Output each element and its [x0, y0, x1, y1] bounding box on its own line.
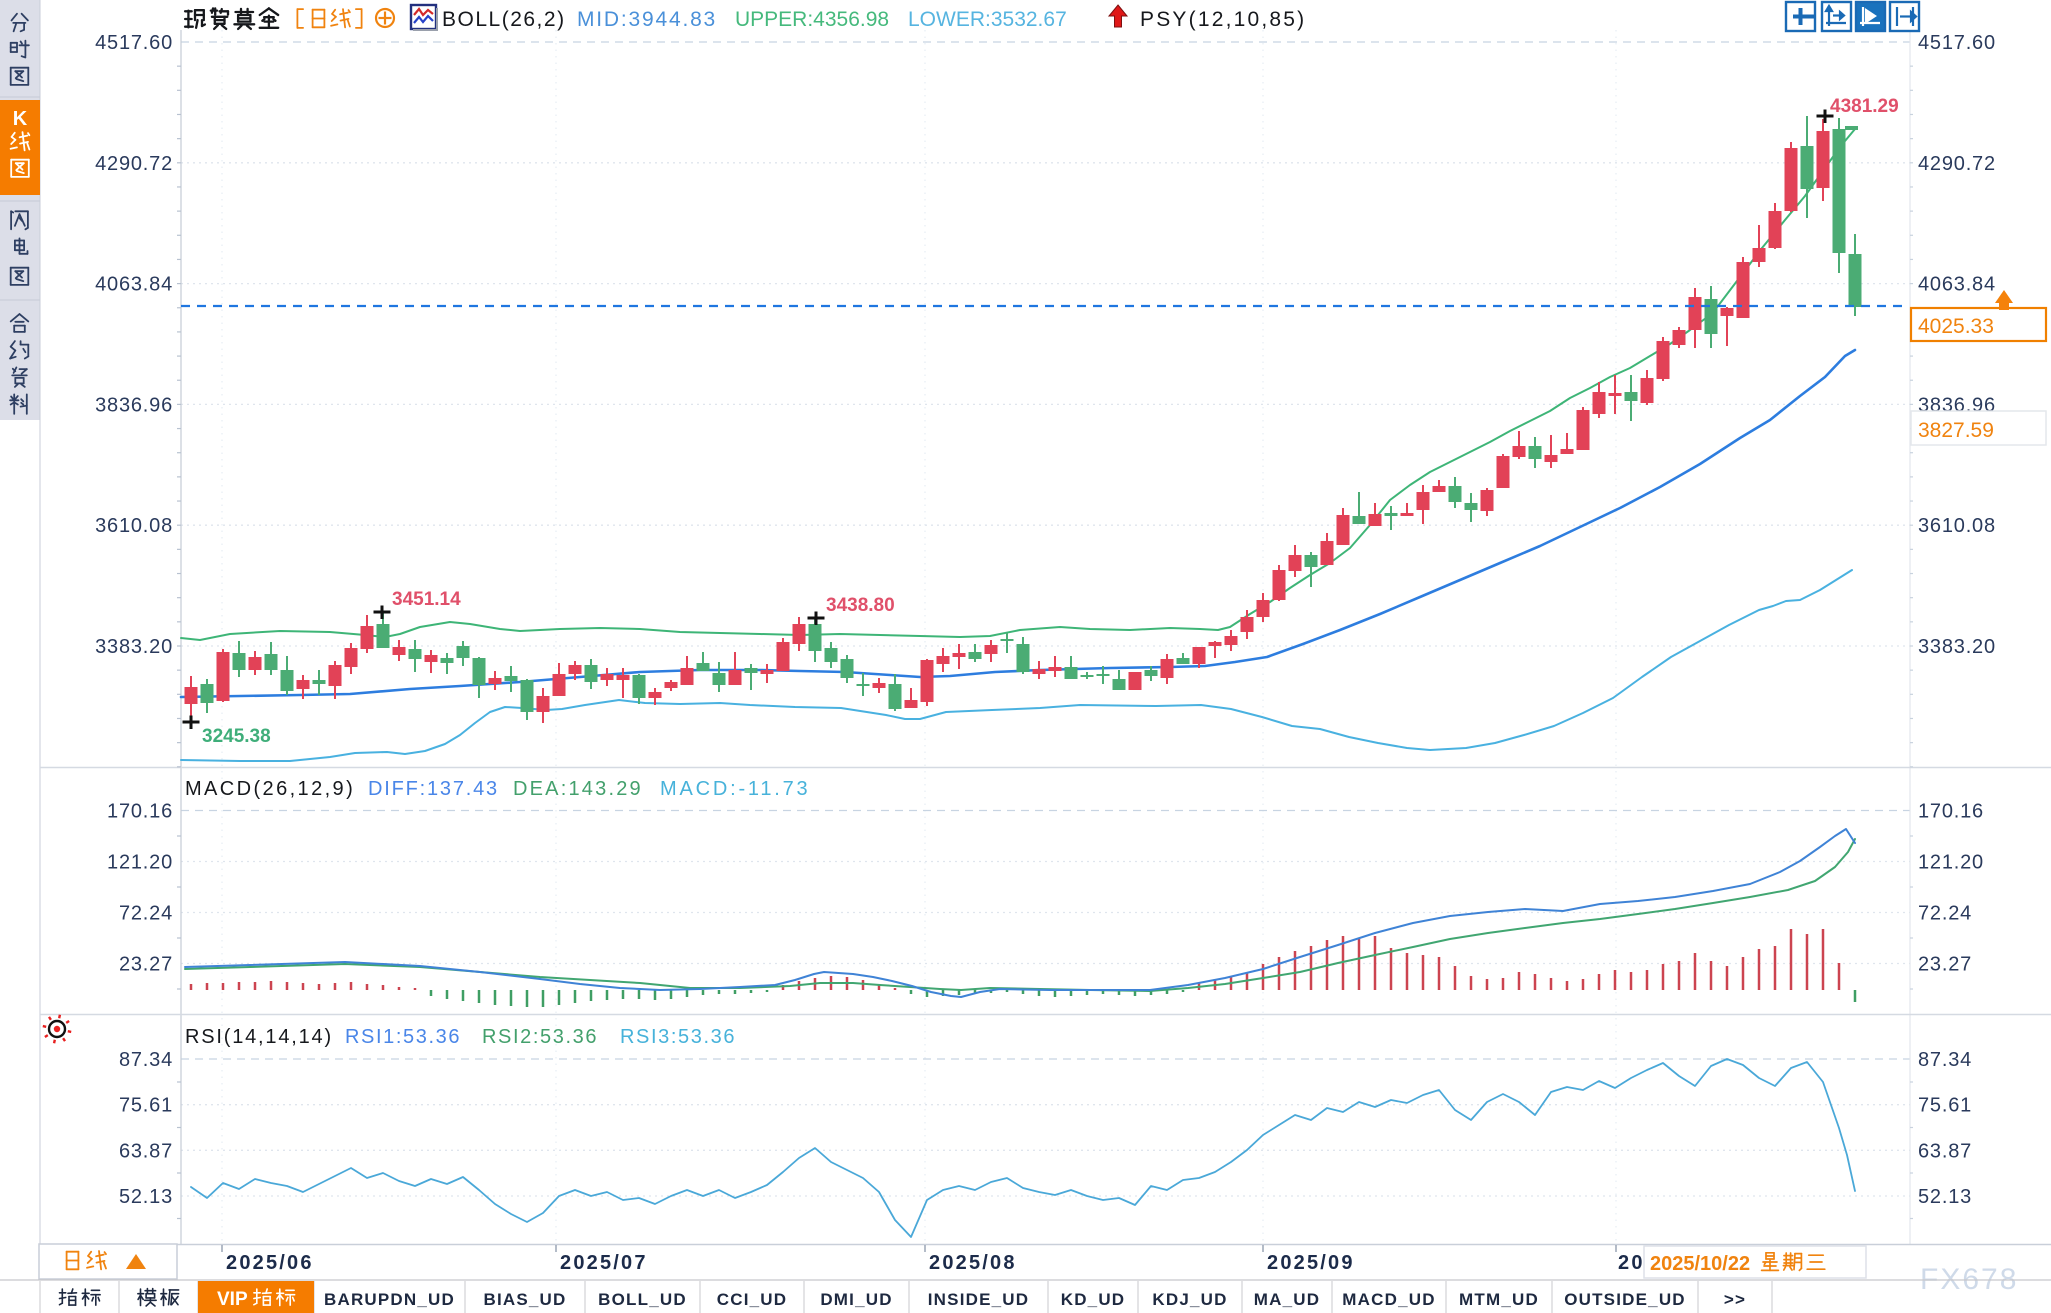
svg-text:3438.80: 3438.80 — [826, 595, 895, 616]
svg-text:BOLL_UD: BOLL_UD — [598, 1290, 687, 1309]
svg-text:4517.60: 4517.60 — [1918, 32, 1996, 54]
svg-text:OUTSIDE_UD: OUTSIDE_UD — [1564, 1290, 1686, 1309]
svg-text:121.20: 121.20 — [1918, 852, 1984, 874]
svg-text:23.27: 23.27 — [119, 954, 173, 976]
svg-text:RSI2:53.36: RSI2:53.36 — [482, 1026, 598, 1048]
svg-text:DEA:143.29: DEA:143.29 — [513, 778, 643, 800]
svg-text:RSI3:53.36: RSI3:53.36 — [620, 1026, 736, 1048]
svg-text:72.24: 72.24 — [1918, 903, 1972, 925]
svg-text:3836.96: 3836.96 — [95, 394, 173, 416]
svg-text:INSIDE_UD: INSIDE_UD — [928, 1290, 1030, 1309]
svg-text:2025/07: 2025/07 — [560, 1252, 648, 1274]
svg-text:>>: >> — [1724, 1290, 1746, 1309]
svg-text:4063.84: 4063.84 — [1918, 274, 1996, 296]
svg-text:MACD(26,12,9): MACD(26,12,9) — [185, 778, 355, 800]
svg-text:63.87: 63.87 — [1918, 1140, 1972, 1162]
svg-text:3245.38: 3245.38 — [202, 726, 271, 747]
svg-text:87.34: 87.34 — [119, 1049, 173, 1071]
svg-text:CCI_UD: CCI_UD — [717, 1290, 788, 1309]
svg-text:UPPER:4356.98: UPPER:4356.98 — [735, 8, 889, 31]
svg-text:3383.20: 3383.20 — [95, 636, 173, 658]
svg-text:LOWER:3532.67: LOWER:3532.67 — [908, 8, 1067, 31]
svg-text:72.24: 72.24 — [119, 903, 173, 925]
svg-text:3383.20: 3383.20 — [1918, 636, 1996, 658]
svg-text:87.34: 87.34 — [1918, 1049, 1972, 1071]
svg-text:MTM_UD: MTM_UD — [1459, 1290, 1539, 1309]
svg-text:4290.72: 4290.72 — [1918, 153, 1996, 175]
svg-text:4025.33: 4025.33 — [1918, 315, 1994, 338]
svg-text:PSY(12,10,85): PSY(12,10,85) — [1140, 8, 1306, 31]
svg-text:2025/10/22: 2025/10/22 — [1650, 1253, 1750, 1275]
svg-text:3451.14: 3451.14 — [392, 589, 461, 610]
svg-text:2025/06: 2025/06 — [226, 1252, 314, 1274]
svg-text:121.20: 121.20 — [107, 852, 173, 874]
svg-text:K: K — [13, 108, 28, 130]
svg-text:RSI1:53.36: RSI1:53.36 — [345, 1026, 461, 1048]
svg-text:KDJ_UD: KDJ_UD — [1152, 1290, 1227, 1309]
svg-text:75.61: 75.61 — [119, 1095, 173, 1117]
svg-text:20: 20 — [1618, 1252, 1645, 1274]
svg-text:3610.08: 3610.08 — [1918, 515, 1996, 537]
svg-text:RSI(14,14,14): RSI(14,14,14) — [185, 1026, 333, 1048]
svg-text:2025/08: 2025/08 — [929, 1252, 1017, 1274]
svg-text:DMI_UD: DMI_UD — [820, 1290, 892, 1309]
svg-text:MACD_UD: MACD_UD — [1342, 1290, 1435, 1309]
svg-text:52.13: 52.13 — [119, 1186, 173, 1208]
svg-text:4381.29: 4381.29 — [1830, 96, 1899, 117]
svg-text:3610.08: 3610.08 — [95, 515, 173, 537]
svg-text:DIFF:137.43: DIFF:137.43 — [368, 778, 499, 800]
svg-text:3827.59: 3827.59 — [1918, 419, 1994, 442]
svg-text:MID:3944.83: MID:3944.83 — [577, 8, 717, 31]
svg-text:23.27: 23.27 — [1918, 954, 1972, 976]
svg-text:BIAS_UD: BIAS_UD — [483, 1290, 566, 1309]
svg-text:VIP: VIP — [217, 1289, 248, 1310]
svg-text:52.13: 52.13 — [1918, 1186, 1972, 1208]
svg-text:MACD:-11.73: MACD:-11.73 — [660, 778, 810, 800]
svg-text:75.61: 75.61 — [1918, 1095, 1972, 1117]
svg-text:KD_UD: KD_UD — [1061, 1290, 1126, 1309]
svg-text:4290.72: 4290.72 — [95, 153, 173, 175]
svg-text:4517.60: 4517.60 — [95, 32, 173, 54]
svg-text:170.16: 170.16 — [107, 801, 173, 823]
svg-text:MA_UD: MA_UD — [1254, 1290, 1320, 1309]
svg-text:4063.84: 4063.84 — [95, 274, 173, 296]
svg-text:2025/09: 2025/09 — [1267, 1252, 1355, 1274]
svg-text:BOLL(26,2): BOLL(26,2) — [442, 8, 566, 31]
svg-text:63.87: 63.87 — [119, 1140, 173, 1162]
svg-text:BARUPDN_UD: BARUPDN_UD — [324, 1290, 455, 1309]
svg-text:170.16: 170.16 — [1918, 801, 1984, 823]
